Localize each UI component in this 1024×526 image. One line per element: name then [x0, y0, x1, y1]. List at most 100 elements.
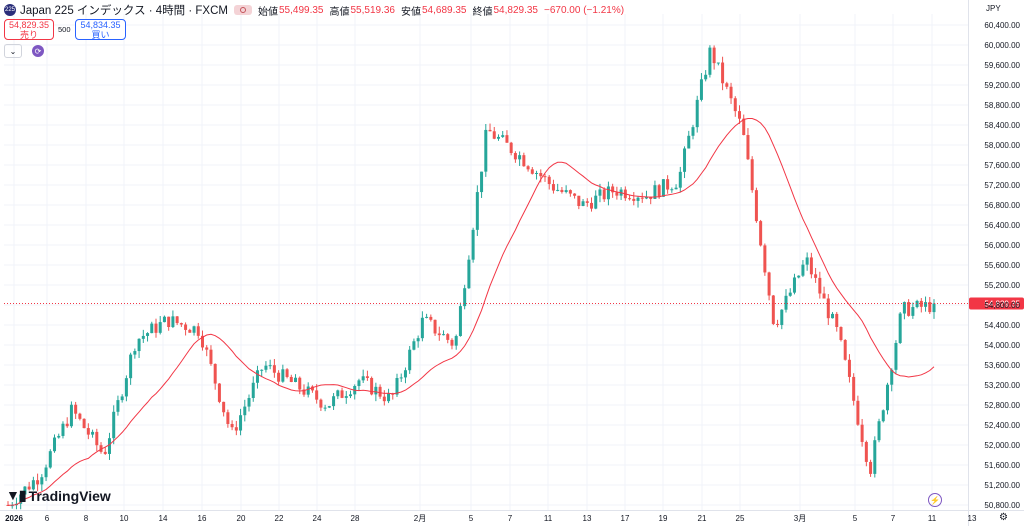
candle-body	[387, 393, 391, 402]
price-tick-label: 59,600.00	[984, 61, 1020, 70]
candle-body	[792, 277, 796, 293]
candle-body	[425, 316, 429, 318]
candle-body	[928, 302, 932, 313]
price-tick-label: 57,600.00	[984, 161, 1020, 170]
candle-body	[268, 365, 272, 367]
candle-body	[69, 404, 73, 427]
quantity[interactable]: 500	[58, 25, 71, 34]
candle-body	[154, 323, 158, 333]
candle-body	[691, 127, 695, 136]
price-axis[interactable]: 60,400.00 60,000.00 59,600.00 59,200.00 58,8…	[984, 21, 1020, 510]
current-price-label: 54,829.35	[984, 300, 1020, 309]
candle-body	[239, 415, 243, 431]
chart-header: 225 Japan 225 インデックス · 4時間 · FXCM 始値 55,4…	[4, 3, 630, 18]
candle-body	[784, 295, 788, 310]
refresh-icon[interactable]: ⟳	[32, 45, 44, 57]
candle-body	[226, 412, 230, 424]
candle-body	[408, 349, 412, 371]
candle-body	[454, 336, 458, 346]
candle-body	[513, 153, 517, 160]
candle-body	[564, 190, 568, 192]
brand-name: TradingView	[28, 487, 111, 504]
candle-body	[188, 329, 192, 333]
candle-body	[496, 136, 500, 139]
candle-body	[501, 135, 505, 137]
candle-body	[885, 384, 889, 411]
time-axis[interactable]: 2026 6 8 10 14 16 20 22 24 28 2月 5 7 11 13 17 19 21 25 3月 5 7…	[5, 514, 977, 523]
sell-button[interactable]: 54,829.35 売り	[4, 19, 54, 40]
candle-body	[36, 480, 40, 485]
candle-body	[699, 79, 703, 100]
price-tick-label: 50,800.00	[984, 501, 1020, 510]
candle-body	[530, 169, 534, 174]
candle-body	[395, 378, 399, 395]
candle-body	[509, 142, 513, 154]
change-value: −670.00 (−1.21%)	[543, 4, 625, 16]
candle-body	[264, 365, 268, 370]
candle-body	[856, 400, 860, 425]
price-tick-label: 56,400.00	[984, 221, 1020, 230]
lightning-icon[interactable]: ⚡	[928, 493, 942, 507]
candle-body	[247, 397, 251, 407]
candle-body	[687, 135, 691, 149]
candle-body	[48, 451, 52, 468]
candle-body	[911, 307, 915, 316]
candle-body	[860, 424, 864, 442]
candle-body	[171, 316, 175, 328]
candle-body	[158, 322, 162, 333]
candle-body	[737, 111, 741, 119]
candle-body	[429, 316, 433, 320]
candle-body	[826, 298, 830, 319]
candle-body	[797, 275, 801, 278]
candle-body	[839, 327, 843, 341]
candle-body	[890, 369, 894, 385]
candle-body	[907, 302, 911, 316]
candle-body	[374, 386, 378, 395]
sell-price: 54,829.35	[8, 19, 50, 30]
candle-body	[475, 192, 479, 230]
candle-body	[129, 354, 133, 379]
candle-body	[915, 300, 919, 308]
price-tick-label: 58,400.00	[984, 121, 1020, 130]
candle-body	[27, 486, 31, 490]
eye-icon[interactable]	[233, 5, 252, 15]
candle-body	[133, 351, 137, 355]
candle-body	[864, 441, 868, 462]
price-tick-label: 52,000.00	[984, 441, 1020, 450]
candle-body	[167, 316, 171, 328]
candle-body	[348, 394, 352, 397]
currency-label: JPY	[986, 4, 1001, 13]
current-price-label-bg	[969, 297, 1024, 310]
candle-body	[852, 376, 856, 401]
chevron-down-icon[interactable]: ⌄	[4, 44, 22, 58]
candle-body	[302, 389, 306, 395]
candle-body	[801, 264, 805, 276]
candle-body	[44, 467, 48, 478]
candle-body	[847, 359, 851, 377]
high-label: 高値	[329, 6, 350, 18]
candle-body	[306, 386, 310, 395]
candle-body	[450, 339, 454, 346]
candle-body	[556, 189, 560, 191]
candle-body	[480, 171, 484, 193]
candle-body	[814, 274, 818, 278]
candle-body	[201, 335, 205, 348]
price-tick-label: 59,200.00	[984, 81, 1020, 90]
time-tick-label: 3月	[794, 514, 806, 523]
gear-icon[interactable]: ⚙	[999, 512, 1008, 523]
candle-body	[843, 340, 847, 360]
buy-button[interactable]: 54,834.35 買い	[75, 19, 126, 40]
time-tick-label: 7	[891, 514, 896, 523]
candle-body	[323, 407, 327, 409]
candle-body	[19, 494, 23, 504]
candle-body	[458, 306, 462, 337]
time-tick-label: 21	[698, 514, 707, 523]
candle-body	[543, 176, 547, 178]
symbol-title[interactable]: Japan 225 インデックス · 4時間 · FXCM	[20, 5, 228, 17]
candle-body	[602, 189, 606, 200]
candle-body	[636, 197, 640, 201]
symbol-badge-icon[interactable]: 225	[4, 4, 16, 16]
candle-body	[192, 326, 196, 333]
time-tick-label: 2026	[5, 514, 23, 523]
